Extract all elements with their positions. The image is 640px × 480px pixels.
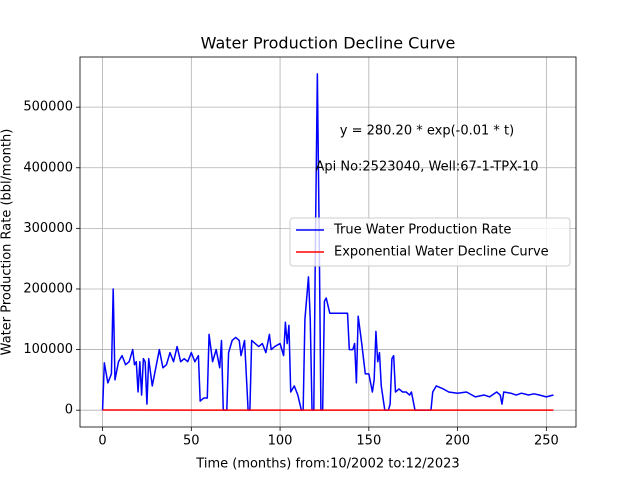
x-tick-label: 250 xyxy=(534,434,559,449)
annotation: y = 280.20 * exp(-0.01 * t) xyxy=(340,124,514,139)
y-tick-label: 300000 xyxy=(23,221,73,236)
y-tick-label: 0 xyxy=(65,403,73,418)
y-tick-label: 400000 xyxy=(23,160,73,175)
legend-label: True Water Production Rate xyxy=(333,223,511,238)
x-axis-label: Time (months) from:10/2002 to:12/2023 xyxy=(195,457,459,472)
x-tick-label: 50 xyxy=(183,434,200,449)
y-tick-label: 500000 xyxy=(23,100,73,115)
legend-box xyxy=(289,217,571,267)
y-axis-label: Water Production Rate (bbl/month) xyxy=(0,129,15,356)
x-tick-label: 200 xyxy=(445,434,470,449)
y-tick-label: 100000 xyxy=(23,342,73,357)
x-tick-label: 0 xyxy=(98,434,106,449)
y-tick-label: 200000 xyxy=(23,281,73,296)
x-tick-label: 100 xyxy=(268,434,293,449)
plot-frame xyxy=(79,56,577,428)
annotation: Api No:2523040, Well:67-1-TPX-10 xyxy=(315,160,538,175)
x-tick-label: 150 xyxy=(356,434,381,449)
legend-label: Exponential Water Decline Curve xyxy=(334,245,549,260)
chart-title: Water Production Decline Curve xyxy=(201,34,456,53)
